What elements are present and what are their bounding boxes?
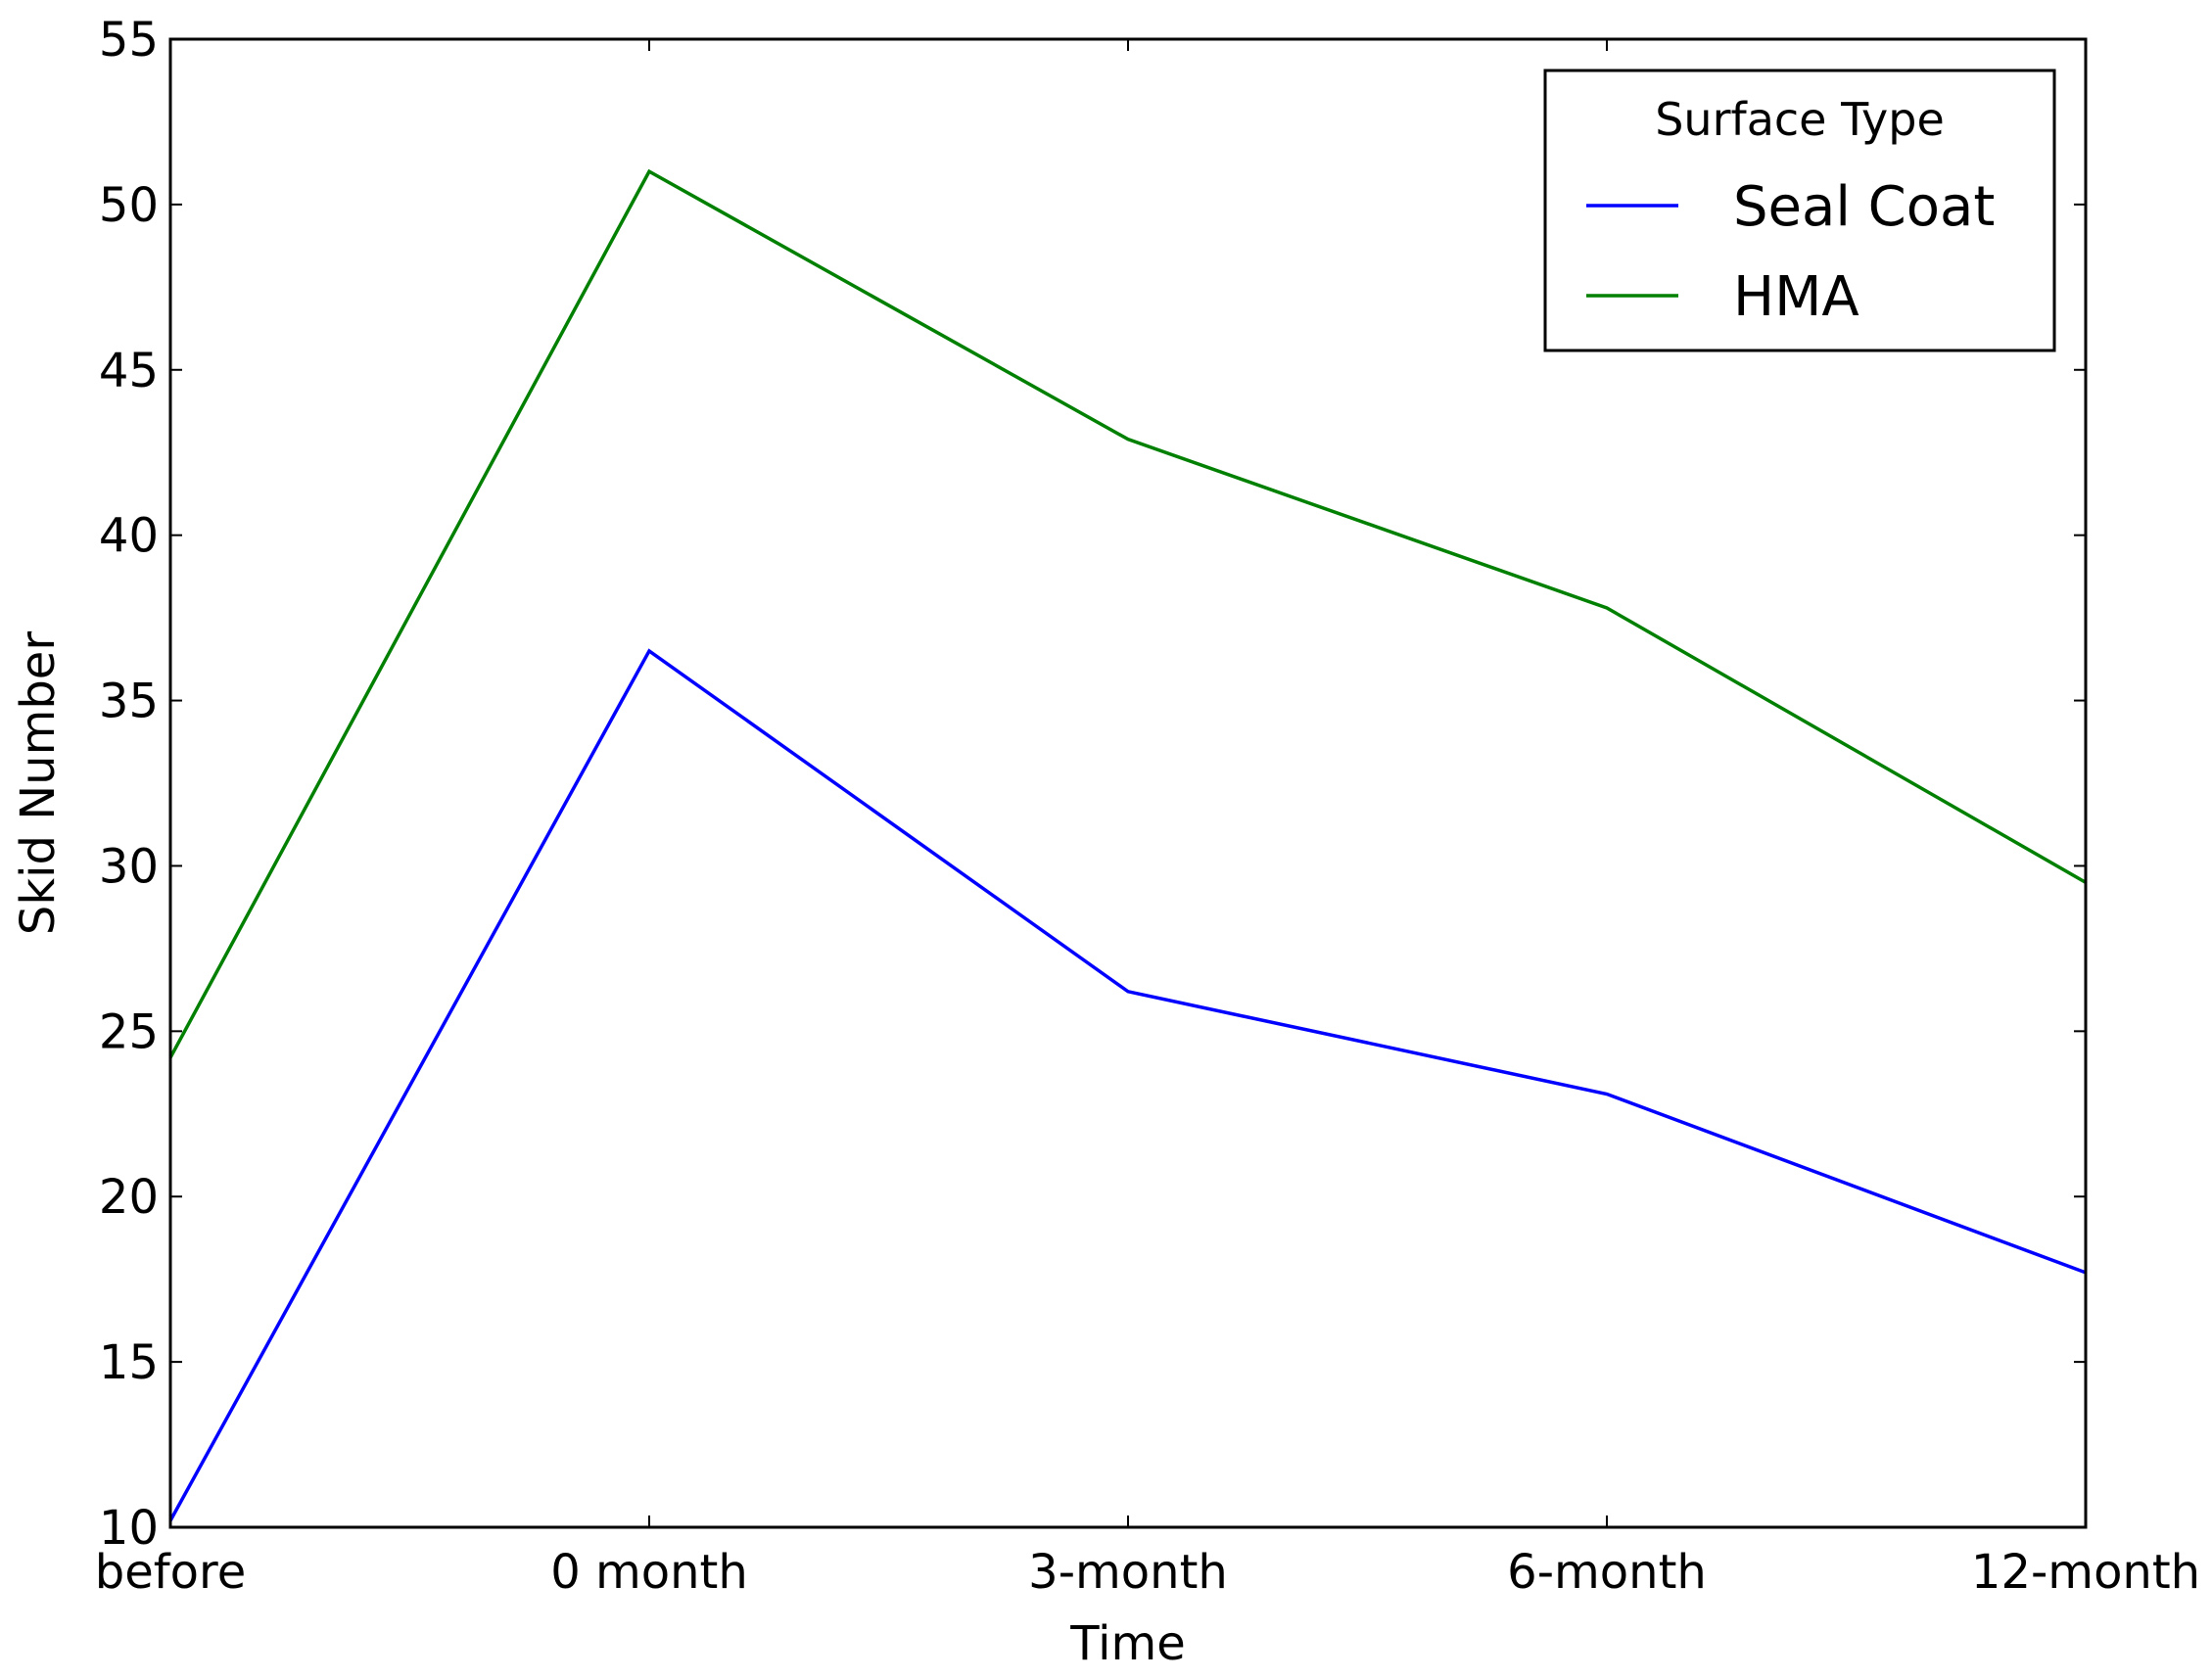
- y-tick-label: 25: [99, 1004, 159, 1059]
- legend-items: Seal Coat HMA: [1586, 175, 1995, 329]
- x-tick-label: 0 month: [550, 1545, 748, 1600]
- series-layer: [168, 168, 2087, 1522]
- legend-label-hma: HMA: [1733, 265, 1859, 329]
- y-tick-label: 40: [99, 509, 159, 564]
- x-tick-label: before: [95, 1545, 246, 1600]
- plot-area-frame: [168, 37, 2088, 1529]
- y-tick-label: 35: [99, 675, 159, 729]
- y-tick-label: 45: [99, 344, 159, 398]
- x-axis-label: Time: [1069, 1616, 1185, 1671]
- y-tick-label: 20: [99, 1170, 159, 1225]
- legend-box: [1543, 69, 2056, 352]
- y-tick-label: 10: [99, 1501, 159, 1556]
- x-tick-label: 12-month: [1971, 1545, 2200, 1600]
- x-tick-label: 3-month: [1028, 1545, 1228, 1600]
- y-tick-label: 15: [99, 1335, 159, 1390]
- y-tick-label: 30: [99, 839, 159, 894]
- y-axis-label: Skid Number: [11, 631, 66, 935]
- series-line-hma: [168, 168, 2087, 1059]
- legend-label-seal-coat: Seal Coat: [1733, 175, 1995, 239]
- y-tick-label: 55: [99, 13, 159, 68]
- legend-title: Surface Type: [1655, 93, 1945, 146]
- series-line-seal-coat: [168, 648, 2087, 1522]
- legend: Surface Type Seal Coat HMA: [1543, 69, 2056, 352]
- x-tick-label: 6-month: [1507, 1545, 1707, 1600]
- y-tick-label: 50: [99, 178, 159, 233]
- tick-labels-layer: 10 15 20 25 30 35 40 45 50 55 before 0 month 3-month…: [95, 13, 2200, 1600]
